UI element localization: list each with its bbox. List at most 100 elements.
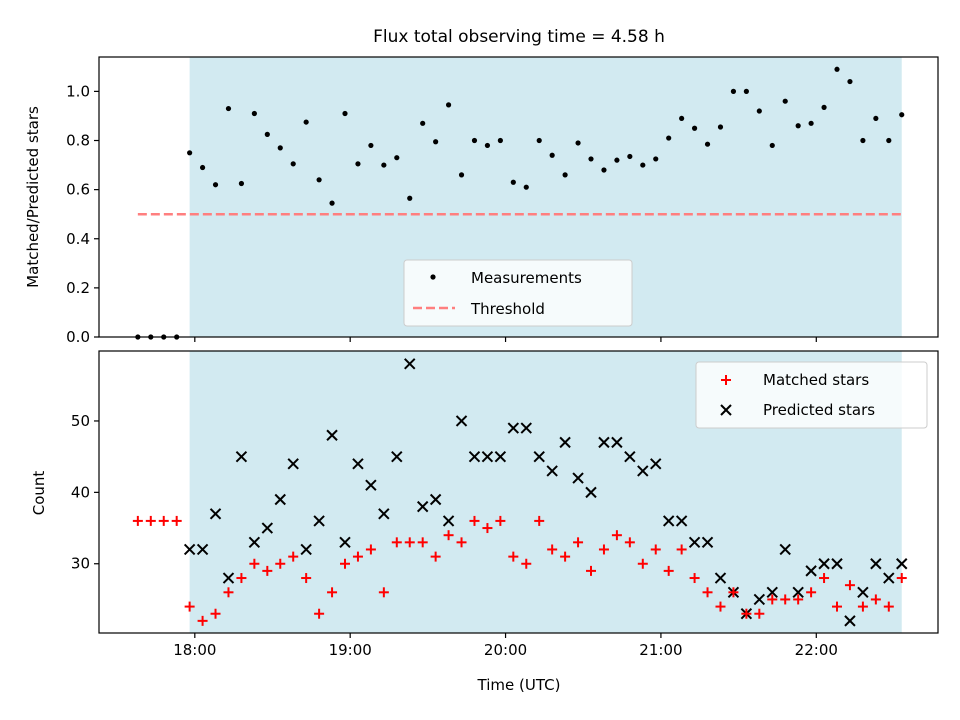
measurement-point bbox=[458, 172, 465, 178]
time-x-tick-label: 20:00 bbox=[484, 641, 527, 659]
predicted-point bbox=[714, 572, 727, 584]
measurement-point bbox=[717, 124, 724, 130]
predicted-point bbox=[429, 493, 442, 506]
predicted-point bbox=[870, 558, 882, 570]
measurement-point bbox=[756, 108, 762, 114]
predicted-point bbox=[779, 543, 791, 556]
predicted-point bbox=[274, 493, 286, 506]
predicted-point bbox=[404, 358, 416, 370]
predicted-point bbox=[313, 515, 325, 527]
matched-point bbox=[521, 558, 532, 569]
measurement-point bbox=[510, 179, 516, 185]
matched-point bbox=[378, 587, 389, 598]
matched-point bbox=[573, 537, 584, 548]
predicted-point bbox=[248, 536, 261, 549]
predicted-point bbox=[818, 558, 830, 570]
measurement-point bbox=[821, 104, 827, 110]
predicted-point bbox=[883, 572, 895, 584]
predicted-point bbox=[507, 422, 520, 434]
matched-point bbox=[301, 573, 312, 584]
matched-point bbox=[495, 515, 506, 526]
measurement-point bbox=[562, 172, 568, 178]
measurement-point bbox=[601, 167, 607, 173]
measurement-point bbox=[316, 177, 322, 183]
measurement-point bbox=[471, 137, 478, 144]
predicted-point bbox=[365, 479, 377, 491]
measurement-point bbox=[394, 155, 400, 161]
matched-point bbox=[586, 565, 597, 576]
matched-point bbox=[469, 515, 480, 526]
count-y-tick-label: 50 bbox=[71, 412, 90, 430]
predicted-point bbox=[468, 450, 481, 463]
measurement-point bbox=[730, 88, 737, 94]
measurement-point bbox=[264, 131, 270, 137]
matched-point bbox=[482, 523, 493, 534]
ratio-y-tick-label: 1.0 bbox=[66, 82, 90, 100]
measurement-point bbox=[834, 66, 840, 72]
matched-point bbox=[404, 537, 415, 548]
time-x-tick-label: 18:00 bbox=[173, 641, 216, 659]
predicted-point bbox=[287, 458, 299, 470]
measurement-point bbox=[212, 182, 219, 188]
matched-point bbox=[896, 573, 907, 584]
measurement-point bbox=[666, 135, 672, 141]
ratio-y-tick-label: 0.0 bbox=[66, 328, 90, 346]
predicted-point bbox=[533, 450, 545, 463]
matched-point bbox=[702, 587, 713, 598]
matched-point bbox=[275, 558, 286, 569]
matched-point bbox=[210, 608, 221, 619]
matched-point bbox=[158, 515, 169, 526]
matched-point bbox=[314, 608, 325, 619]
matched-point bbox=[663, 565, 674, 576]
measurement-point bbox=[251, 110, 257, 117]
predicted-point bbox=[494, 450, 507, 463]
matched-point bbox=[443, 530, 454, 541]
matched-point bbox=[391, 537, 402, 548]
predicted-point bbox=[624, 450, 636, 463]
matched-point bbox=[793, 594, 804, 605]
measurement-point bbox=[187, 150, 193, 156]
count-plot-frame bbox=[98, 350, 939, 634]
matched-point bbox=[689, 573, 700, 584]
legend-measurements-label: Measurements bbox=[471, 269, 582, 287]
predicted-point bbox=[455, 415, 468, 427]
ratio-plot-frame bbox=[98, 56, 939, 338]
legend-measurements-marker bbox=[430, 274, 436, 280]
measurement-point bbox=[743, 88, 749, 94]
predicted-point bbox=[753, 593, 766, 606]
measurement-point bbox=[614, 157, 620, 163]
matched-point bbox=[223, 587, 234, 598]
predicted-point bbox=[416, 500, 429, 513]
matched-point bbox=[832, 601, 843, 612]
predicted-point bbox=[559, 436, 571, 449]
predicted-point bbox=[183, 543, 196, 556]
predicted-point bbox=[598, 436, 610, 449]
matched-point bbox=[870, 594, 881, 605]
measurement-point bbox=[782, 98, 788, 104]
measurement-point bbox=[342, 110, 348, 117]
predicted-point bbox=[378, 508, 390, 520]
predicted-point bbox=[844, 615, 856, 627]
measurement-point bbox=[290, 161, 296, 167]
matched-point bbox=[132, 515, 143, 526]
matched-point bbox=[883, 601, 894, 612]
matched-point bbox=[806, 587, 817, 598]
matched-point bbox=[534, 515, 545, 526]
count-y-tick-label: 30 bbox=[71, 555, 90, 573]
matched-point bbox=[728, 587, 739, 598]
measurement-point bbox=[769, 142, 775, 149]
ratio-panel: 0.0 0.2 0.4 0.6 0.8 1.0 Matched/Predicted sta… bbox=[24, 56, 939, 346]
predicted-point bbox=[857, 586, 869, 599]
matched-point bbox=[417, 537, 428, 548]
measurement-point bbox=[420, 120, 426, 126]
matched-point bbox=[340, 558, 351, 569]
matched-point bbox=[508, 551, 519, 562]
predicted-point bbox=[585, 486, 597, 499]
measurement-point bbox=[407, 195, 413, 201]
measurement-point bbox=[523, 184, 529, 190]
predicted-point bbox=[442, 515, 455, 527]
predicted-point bbox=[300, 543, 312, 556]
measurement-point bbox=[368, 142, 374, 149]
legend-threshold-label: Threshold bbox=[470, 300, 545, 318]
